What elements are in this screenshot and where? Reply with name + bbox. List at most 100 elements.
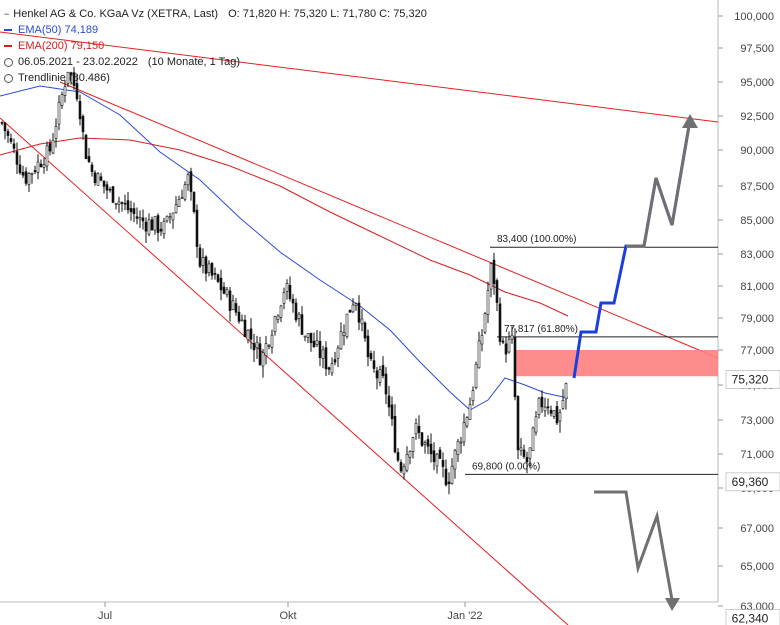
candle-body [6, 131, 10, 136]
candle-body [297, 313, 301, 319]
candle-body [375, 370, 379, 379]
candle-body [498, 303, 502, 342]
candle-body [60, 94, 64, 106]
candle-body [360, 318, 364, 325]
candle-body [36, 161, 40, 173]
candle-body [525, 457, 529, 463]
candle-body [126, 200, 130, 211]
candle-body [291, 298, 295, 304]
candle-body [57, 101, 61, 125]
candle-body [384, 373, 388, 395]
candle-body [531, 427, 535, 451]
candle-body [435, 453, 439, 467]
price-tag-box [725, 370, 780, 389]
candle-body [477, 340, 481, 369]
legend-ema50[interactable]: EMA(50) 74,189 [4, 22, 427, 38]
y-tick-label: 77,000 [740, 345, 774, 357]
candle-body [177, 199, 181, 207]
candle-body [429, 443, 433, 455]
candle-body [171, 212, 175, 221]
lower-channel-line [0, 117, 569, 625]
price-tag-label: 62,340 [732, 612, 769, 625]
candle-body [468, 404, 472, 420]
candle-body [369, 353, 373, 360]
candle-body [33, 170, 37, 173]
candle-body [288, 284, 292, 299]
candle-body [45, 145, 49, 167]
period-label: (10 Monate, 1 Tag) [147, 56, 241, 68]
ema50-line [0, 85, 569, 411]
candle-body [510, 334, 514, 340]
fib-level-label: 77,817 (61.80%) [504, 324, 578, 335]
candle-body [489, 263, 493, 290]
candle-body [144, 221, 148, 232]
y-tick-label: 85,000 [740, 215, 774, 227]
candle-body [294, 302, 298, 321]
candle-body [219, 277, 223, 291]
candle-body [486, 290, 490, 315]
candle-body [417, 425, 421, 433]
expand-icon[interactable]: − [4, 9, 10, 19]
candle-body [447, 481, 451, 485]
candle-body [18, 164, 22, 174]
candle-body [108, 188, 112, 191]
candle-body [207, 263, 211, 273]
candle-body [198, 247, 202, 267]
candle-body [96, 173, 100, 186]
y-tick-label: 65,000 [740, 561, 774, 573]
legend-range: 06.05.2021 - 23.02.2022 (10 Monate, 1 Ta… [4, 54, 427, 70]
candle-body [255, 341, 259, 349]
candle-body [285, 282, 289, 292]
candle-body [3, 122, 7, 132]
candle-body [372, 360, 376, 369]
candle-body [300, 314, 304, 335]
candle-body [9, 138, 13, 142]
candle-body [327, 367, 331, 370]
candle-body [399, 462, 403, 472]
candle-body [282, 292, 286, 304]
candle-body [561, 400, 565, 409]
candle-body [147, 219, 151, 235]
candle-body [120, 202, 124, 204]
x-tick-label: Okt [279, 610, 296, 622]
up-arrow-head [682, 114, 698, 128]
candle-body [267, 345, 271, 347]
candle-body [213, 273, 217, 275]
gear-icon [4, 73, 13, 83]
candle-body [471, 390, 475, 402]
candle-body [150, 219, 154, 231]
candle-body [273, 316, 277, 332]
candle-body [93, 172, 97, 184]
candle-body [522, 449, 526, 457]
candle-body [63, 86, 67, 96]
legend-instrument-row: − Henkel AG & Co. KGaA Vz (XETRA, Last) … [4, 6, 427, 22]
candle-body [357, 302, 361, 323]
candle-body [450, 465, 454, 484]
candle-body [39, 163, 43, 167]
chart-legend: − Henkel AG & Co. KGaA Vz (XETRA, Last) … [4, 6, 427, 86]
candle-body [420, 432, 424, 446]
candle-body [222, 286, 226, 294]
candle-body [438, 449, 442, 459]
candle-body [393, 415, 397, 453]
y-tick-label: 90,000 [740, 145, 774, 157]
x-tick-label: Jul [98, 610, 112, 622]
candle-body [99, 176, 103, 181]
upper-long-trendline [0, 31, 719, 123]
candle-body [135, 216, 139, 219]
candle-body [210, 263, 214, 276]
x-tick-label: Jan '22 [447, 610, 482, 622]
candle-body [540, 396, 544, 408]
legend-trendline[interactable]: Trendlinie (80.486) [4, 70, 427, 86]
candle-body [105, 184, 109, 191]
y-tick-label: 97,500 [740, 43, 774, 55]
candle-body [405, 454, 409, 471]
ohlc-values: O: 71,820 H: 75,320 L: 71,780 C: 75,320 [228, 8, 427, 20]
candle-body [87, 156, 91, 163]
legend-ema200[interactable]: EMA(200) 79,150 [4, 38, 427, 54]
candle-body [558, 412, 562, 422]
candle-body [192, 191, 196, 212]
instrument-name: Henkel AG & Co. KGaA Vz (XETRA, Last) [13, 8, 219, 20]
candle-body [312, 340, 316, 348]
candle-body [453, 450, 457, 470]
